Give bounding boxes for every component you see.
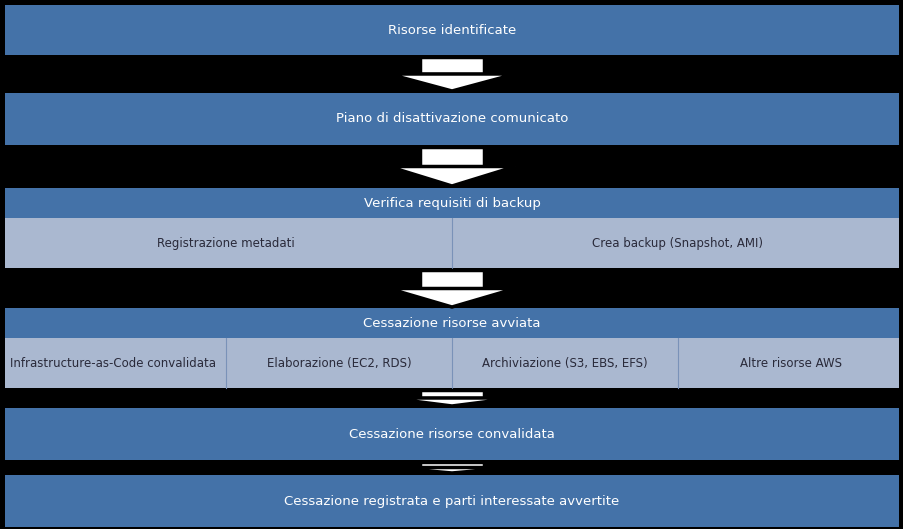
Text: Verifica requisiti di backup: Verifica requisiti di backup: [363, 197, 540, 209]
Bar: [420, 462, 483, 468]
Text: Cessazione risorse convalidata: Cessazione risorse convalidata: [349, 427, 554, 441]
Polygon shape: [388, 167, 515, 186]
Bar: [5, 408, 898, 460]
Bar: [5, 93, 898, 145]
Bar: [5, 188, 898, 218]
Bar: [5, 5, 898, 55]
Polygon shape: [388, 288, 515, 307]
Polygon shape: [388, 468, 515, 473]
Text: Altre risorse AWS: Altre risorse AWS: [740, 357, 841, 370]
Text: Infrastructure-as-Code convalidata: Infrastructure-as-Code convalidata: [10, 357, 216, 370]
Text: Elaborazione (EC2, RDS): Elaborazione (EC2, RDS): [266, 357, 411, 370]
Text: Risorse identificate: Risorse identificate: [387, 23, 516, 37]
Bar: [5, 339, 898, 388]
Text: Piano di disattivazione comunicato: Piano di disattivazione comunicato: [335, 113, 568, 125]
Text: Cessazione registrata e parti interessate avvertite: Cessazione registrata e parti interessat…: [284, 495, 619, 507]
Text: Registrazione metadati: Registrazione metadati: [157, 236, 294, 250]
Bar: [420, 147, 483, 167]
Bar: [5, 218, 898, 268]
Text: Archiviazione (S3, EBS, EFS): Archiviazione (S3, EBS, EFS): [481, 357, 647, 370]
Bar: [420, 390, 483, 398]
Polygon shape: [388, 398, 515, 406]
Bar: [420, 57, 483, 74]
Polygon shape: [388, 74, 515, 91]
Text: Crea backup (Snapshot, AMI): Crea backup (Snapshot, AMI): [591, 236, 763, 250]
Bar: [420, 270, 483, 288]
Text: Cessazione risorse avviata: Cessazione risorse avviata: [363, 317, 540, 330]
Bar: [5, 308, 898, 339]
Bar: [5, 475, 898, 527]
